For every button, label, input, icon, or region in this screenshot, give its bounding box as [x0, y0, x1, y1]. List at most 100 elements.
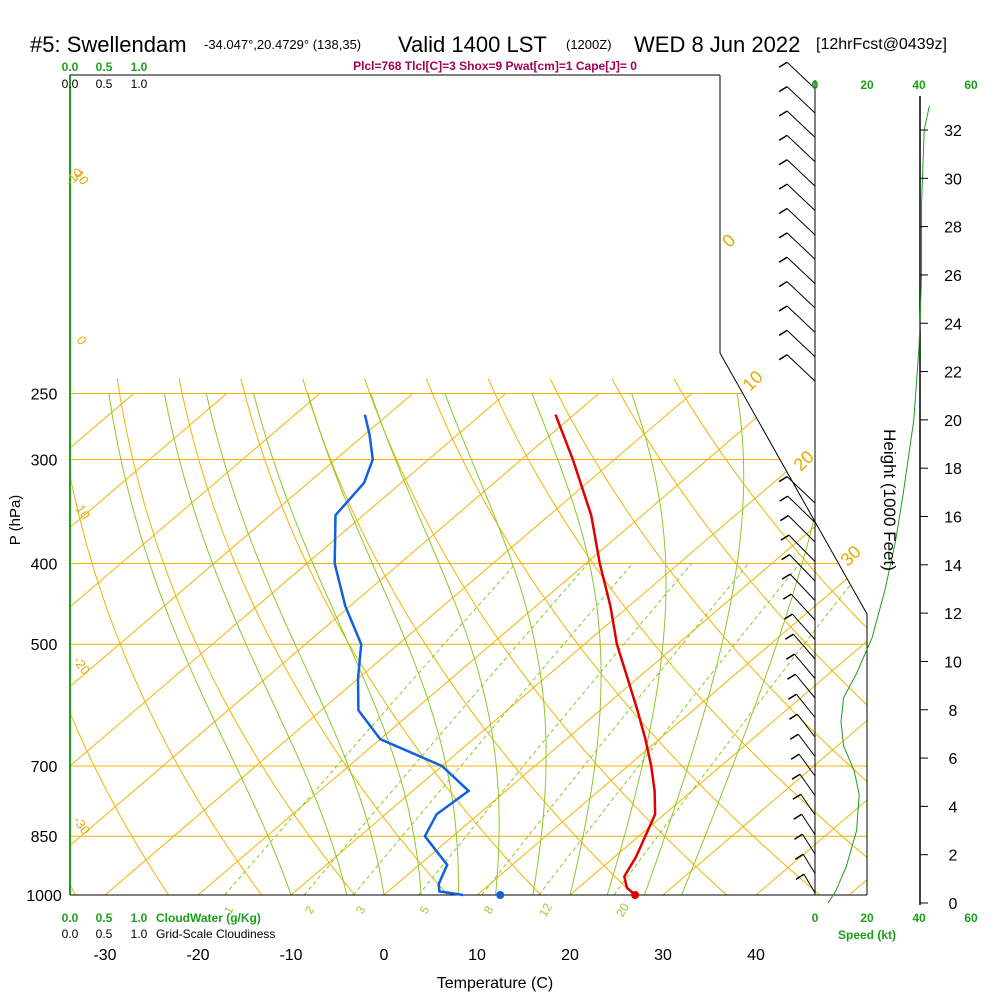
wind-barb-flag: [783, 613, 793, 620]
wind-barb-flag: [787, 693, 797, 700]
wind-barb-flag: [778, 476, 788, 483]
wind-barb: [786, 232, 816, 260]
wind-barb: [798, 753, 816, 777]
isotherm-label: 10: [739, 367, 767, 395]
wind-barb-flag: [780, 534, 790, 541]
height-tick-label: 8: [949, 703, 958, 720]
wind-barb-flag: [781, 554, 790, 561]
height-tick-label: 22: [944, 365, 962, 382]
height-tick-label: 6: [949, 751, 958, 768]
speed-top-tick: 20: [860, 78, 874, 92]
wind-barb-flag: [778, 159, 788, 166]
mixing-ratio-label: 5: [417, 903, 433, 916]
wind-barb: [787, 515, 816, 543]
wind-speed-line: [827, 105, 930, 904]
wind-barb: [786, 208, 816, 236]
wind-barb: [800, 793, 816, 816]
valid-zulu: (1200Z): [566, 37, 612, 52]
y-axis-title: P (hPa): [7, 495, 24, 546]
top-cloudwater-tick: 0.5: [96, 60, 113, 74]
station-title: #5: Swellendam: [30, 32, 187, 57]
wind-barb: [787, 495, 816, 523]
valid-date: WED 8 Jun 2022: [634, 32, 800, 57]
dry-adiabat: [178, 378, 449, 895]
height-tick-label: 32: [944, 123, 962, 140]
dry-adiabat: [983, 379, 1000, 895]
dry-adiabat: [735, 378, 867, 895]
pressure-tick-label: 1000: [26, 888, 62, 905]
wind-barb: [786, 354, 816, 382]
wind-barb-flag: [778, 207, 788, 215]
mixing-ratio-label: 12: [536, 900, 555, 919]
isotherm-line: [755, 393, 867, 895]
bottom-cloudiness-tick: 0.5: [96, 927, 113, 941]
wind-barb-flag: [781, 573, 791, 580]
wind-barb: [795, 673, 816, 699]
wind-barb-flag: [778, 61, 788, 68]
speed-bottom-tick: 60: [964, 911, 978, 925]
dry-adiabat-label: 10: [71, 167, 92, 187]
wind-barb-flag: [794, 853, 804, 860]
dry-adiabat: [673, 378, 867, 895]
stability-indices: Plcl=768 Tlcl[C]=3 Shox=9 Pwat[cm]=1 Cap…: [353, 59, 637, 73]
dry-adiabat: [487, 378, 867, 895]
height-tick-label: 26: [944, 268, 962, 285]
x-axis-title: Temperature (C): [437, 975, 553, 992]
height-tick-label: 28: [944, 220, 962, 237]
pressure-tick-label: 700: [31, 759, 58, 776]
isotherm-label: 30: [837, 542, 865, 570]
isotherm-line: [476, 393, 867, 895]
temperature-tick-label: -10: [279, 947, 302, 964]
pressure-tick-label: 850: [31, 829, 58, 846]
wind-barb: [789, 554, 816, 582]
pressure-tick-label: 250: [31, 386, 58, 403]
sounding-profiles: [333, 414, 657, 899]
wind-barb-flag: [792, 793, 802, 800]
mixing-ratio-line: [353, 563, 633, 895]
wind-barb: [786, 256, 816, 284]
bottom-cloudiness-tick: 0.0: [62, 927, 79, 941]
top-cloudiness-tick: 0.5: [96, 77, 113, 91]
wind-barb-flag: [778, 134, 788, 142]
temperature-tick-label: 10: [468, 947, 486, 964]
wind-barb-flag: [779, 495, 789, 502]
mixing-ratio-line: [418, 563, 692, 895]
isotherm-label: 0: [718, 230, 739, 251]
wind-barb: [799, 773, 816, 796]
wind-barb-flag: [778, 232, 788, 239]
bottom-cloudiness-tick: 1.0: [131, 927, 148, 941]
height-tick-label: 24: [944, 316, 962, 333]
speed-bottom-tick: 40: [912, 911, 926, 925]
wind-barb: [797, 733, 816, 757]
temperature-tick-label: 40: [747, 947, 765, 964]
dry-adiabat: [364, 378, 728, 895]
wind-barb-flag: [791, 773, 801, 780]
dry-adiabat: [240, 378, 542, 895]
dry-adiabat-label: -30: [70, 813, 93, 837]
surface-temperature-dot: [631, 891, 640, 899]
mixing-ratio-line: [303, 563, 589, 895]
wind-barb-flag: [778, 305, 788, 312]
height-tick-label: 10: [944, 654, 962, 671]
isotherm-line: [569, 393, 867, 895]
temperature-line: [554, 414, 657, 896]
speed-axis-label: Speed (kt): [838, 928, 896, 942]
mixing-ratio-line: [224, 563, 517, 895]
height-tick-label: 14: [944, 558, 962, 575]
wind-barb: [786, 183, 816, 211]
wind-barb: [786, 305, 816, 333]
moist-adiabat: [370, 393, 500, 895]
wind-barb-flag: [790, 753, 800, 760]
mixing-ratio-label: 3: [353, 903, 369, 916]
dry-adiabat: [549, 378, 867, 895]
wind-barb: [786, 330, 816, 358]
pressure-tick-label: 300: [31, 452, 58, 469]
bottom-cloudwater-tick: 1.0: [131, 911, 148, 925]
wind-barb-flag: [784, 633, 794, 640]
isotherm-line: [197, 393, 786, 895]
wind-barb-flag: [786, 653, 795, 660]
top-cloudwater-tick: 0.0: [62, 60, 79, 74]
temperature-tick-label: 0: [380, 947, 389, 964]
